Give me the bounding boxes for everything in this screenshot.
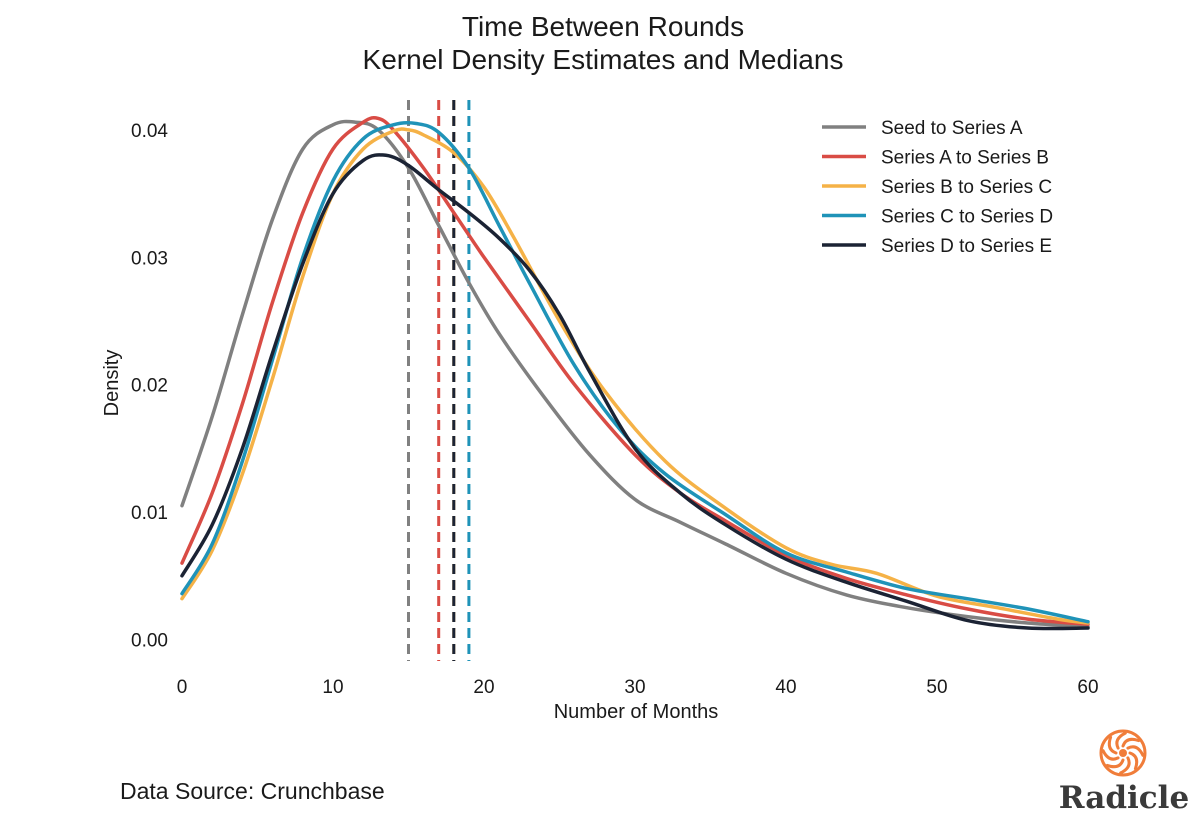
- x-tick-label: 10: [322, 677, 343, 698]
- x-tick-label: 60: [1077, 677, 1098, 698]
- logo-petal: [1126, 745, 1145, 757]
- logo-petal: [1105, 758, 1125, 769]
- logo-wordmark: Radicle: [1059, 780, 1189, 816]
- x-tick-label: 30: [624, 677, 645, 698]
- legend-label: Series D to Series E: [881, 236, 1052, 257]
- median-lines: [407, 100, 471, 661]
- legend-item-3: Series B to Series C: [822, 177, 1052, 198]
- density-curve-1: [180, 119, 1090, 629]
- legend-item-4: Series C to Series D: [822, 207, 1053, 228]
- legend-item-5: Series D to Series E: [822, 236, 1052, 257]
- logo-petal: [1119, 756, 1131, 775]
- y-axis-label: Density: [101, 350, 123, 417]
- chart-title-line-1: Time Between Rounds: [462, 11, 744, 42]
- density-curves: [180, 115, 1090, 631]
- y-tick-label: 0.04: [131, 121, 168, 142]
- logo-ring: [1099, 729, 1147, 777]
- legend: Seed to Series A Series A to Series B Seri…: [822, 118, 1053, 257]
- y-tick-label: 0.00: [131, 631, 168, 652]
- data-source-note: Data Source: Crunchbase: [120, 778, 385, 804]
- y-tick-label: 0.02: [131, 376, 168, 397]
- legend-item-1: Seed to Series A: [822, 118, 1023, 139]
- density-curve-2: [180, 115, 1090, 626]
- density-curve-3: [180, 127, 1090, 625]
- x-tick-label: 50: [926, 677, 947, 698]
- x-tick-label: 40: [775, 677, 796, 698]
- legend-label: Series A to Series B: [881, 148, 1049, 169]
- legend-label: Series B to Series C: [881, 177, 1052, 198]
- x-axis-label: Number of Months: [554, 701, 719, 723]
- logo-center: [1119, 749, 1127, 757]
- y-tick-label: 0.01: [131, 503, 168, 524]
- logo-petal: [1121, 737, 1141, 748]
- density-curve-5: [180, 153, 1090, 631]
- legend-label: Series C to Series D: [881, 207, 1053, 228]
- x-tick-label: 20: [473, 677, 494, 698]
- logo-petal: [1128, 751, 1139, 771]
- logo-petal: [1115, 731, 1127, 750]
- logo-petal: [1101, 749, 1120, 761]
- y-tick-label: 0.03: [131, 248, 168, 269]
- x-tick-label: 0: [177, 677, 188, 698]
- chart-title-line-2: Kernel Density Estimates and Medians: [363, 44, 844, 75]
- x-axis-ticks: 0 10 20 30 40 50 60: [177, 677, 1099, 698]
- radicle-logo-icon: [1099, 729, 1147, 777]
- legend-label: Seed to Series A: [881, 118, 1023, 139]
- logo-petal: [1107, 735, 1118, 755]
- y-axis-ticks: 0.00 0.01 0.02 0.03 0.04: [131, 121, 168, 652]
- legend-item-2: Series A to Series B: [822, 148, 1049, 169]
- radicle-logo: Radicle: [1059, 729, 1189, 816]
